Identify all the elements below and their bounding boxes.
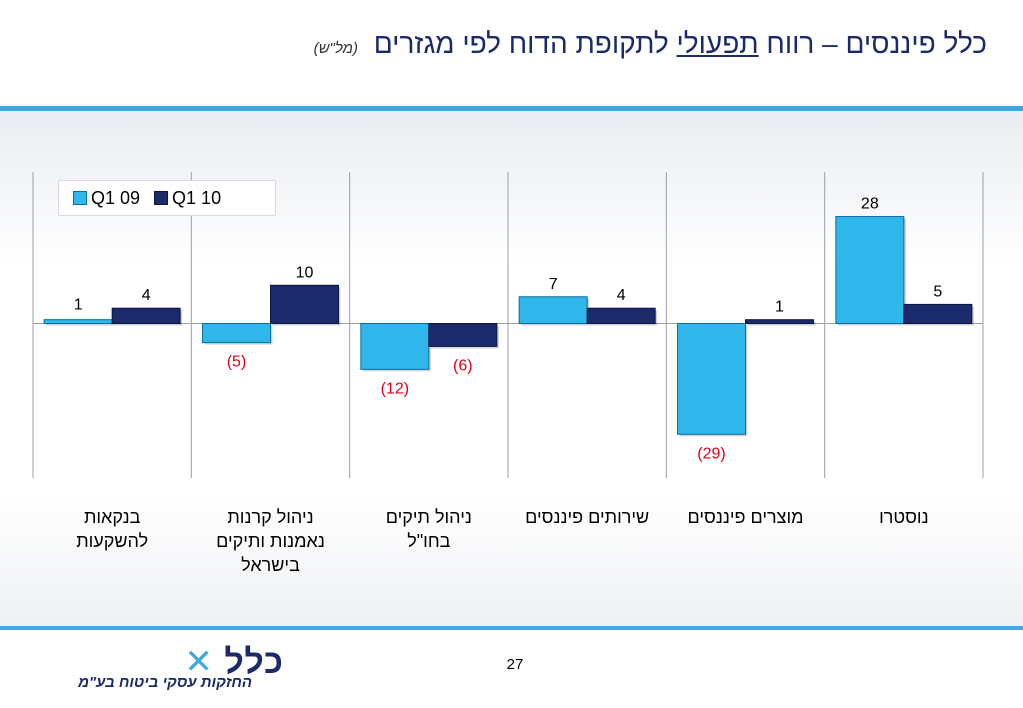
bar-q1-10 [111, 307, 181, 325]
legend-label-q1-10: Q1 10 [172, 187, 222, 208]
top-accent-rule [0, 106, 1023, 111]
category-label: בישראל [241, 555, 300, 575]
bar-q1-09 [835, 216, 905, 324]
category-label: בנקאות [84, 507, 141, 527]
logo-tagline: החזקות עסקי ביטוח בע"מ [78, 674, 252, 691]
category-label: ניהול קרנות [227, 507, 313, 527]
data-label: 28 [861, 196, 879, 213]
page-number: 27 [506, 656, 524, 673]
legend-swatch-q1-09 [73, 191, 87, 205]
category-label: להשקעות [76, 531, 148, 551]
legend-item-q1-10: Q1 10 [154, 188, 221, 209]
data-label: 7 [549, 276, 558, 293]
data-label: 5 [933, 283, 942, 300]
title-unit: (מל"ש) [313, 40, 358, 57]
company-logo: כלל ✕ החזקות עסקי ביטוח בע"מ [36, 640, 296, 696]
bar-q1-09 [43, 319, 113, 324]
legend-item-q1-09: Q1 09 [73, 188, 140, 209]
title-suffix: לתקופת הדוח לפי מגזרים [373, 28, 669, 59]
data-label: 10 [296, 264, 314, 281]
bar-q1-10 [270, 284, 339, 324]
bar-q1-09 [677, 323, 746, 435]
bar-q1-09 [360, 323, 430, 370]
bottom-accent-rule [0, 626, 1023, 630]
data-label: (29) [697, 445, 725, 462]
slide-title: כלל פיננסים – רווח תפעולי לתקופת הדוח לפ… [120, 28, 987, 60]
legend-label-q1-09: Q1 09 [91, 187, 141, 208]
category-label: מוצרים פיננסים [688, 507, 804, 527]
category-label: שירותים פיננסים [525, 507, 649, 527]
category-label: בחו"ל [407, 531, 450, 551]
bar-q1-10 [586, 307, 656, 325]
logo-x-icon: ✕ [184, 643, 214, 681]
data-label: 4 [617, 287, 626, 304]
bar-q1-10 [745, 319, 814, 324]
bar-q1-10 [903, 303, 973, 324]
chart-legend: Q1 09 Q1 10 [58, 180, 276, 216]
title-prefix: כלל פיננסים – רווח [766, 28, 987, 59]
data-label: 4 [142, 287, 151, 304]
logo-wordmark: כלל ✕ [184, 643, 284, 681]
legend-swatch-q1-10 [154, 191, 169, 205]
data-label: (6) [453, 357, 473, 374]
category-label: נאמנות ותיקים [216, 531, 325, 551]
bar-q1-09 [518, 296, 588, 325]
data-label: (12) [381, 380, 409, 397]
bar-q1-09 [202, 323, 271, 344]
bar-q1-10 [428, 323, 498, 347]
category-label: ניהול תיקים [386, 507, 472, 527]
data-label: 1 [74, 297, 83, 314]
data-label: 1 [775, 299, 784, 316]
category-label: נוסטרו [879, 507, 929, 527]
title-emphasis: תפעולי [676, 28, 759, 59]
data-label: (5) [227, 354, 247, 371]
